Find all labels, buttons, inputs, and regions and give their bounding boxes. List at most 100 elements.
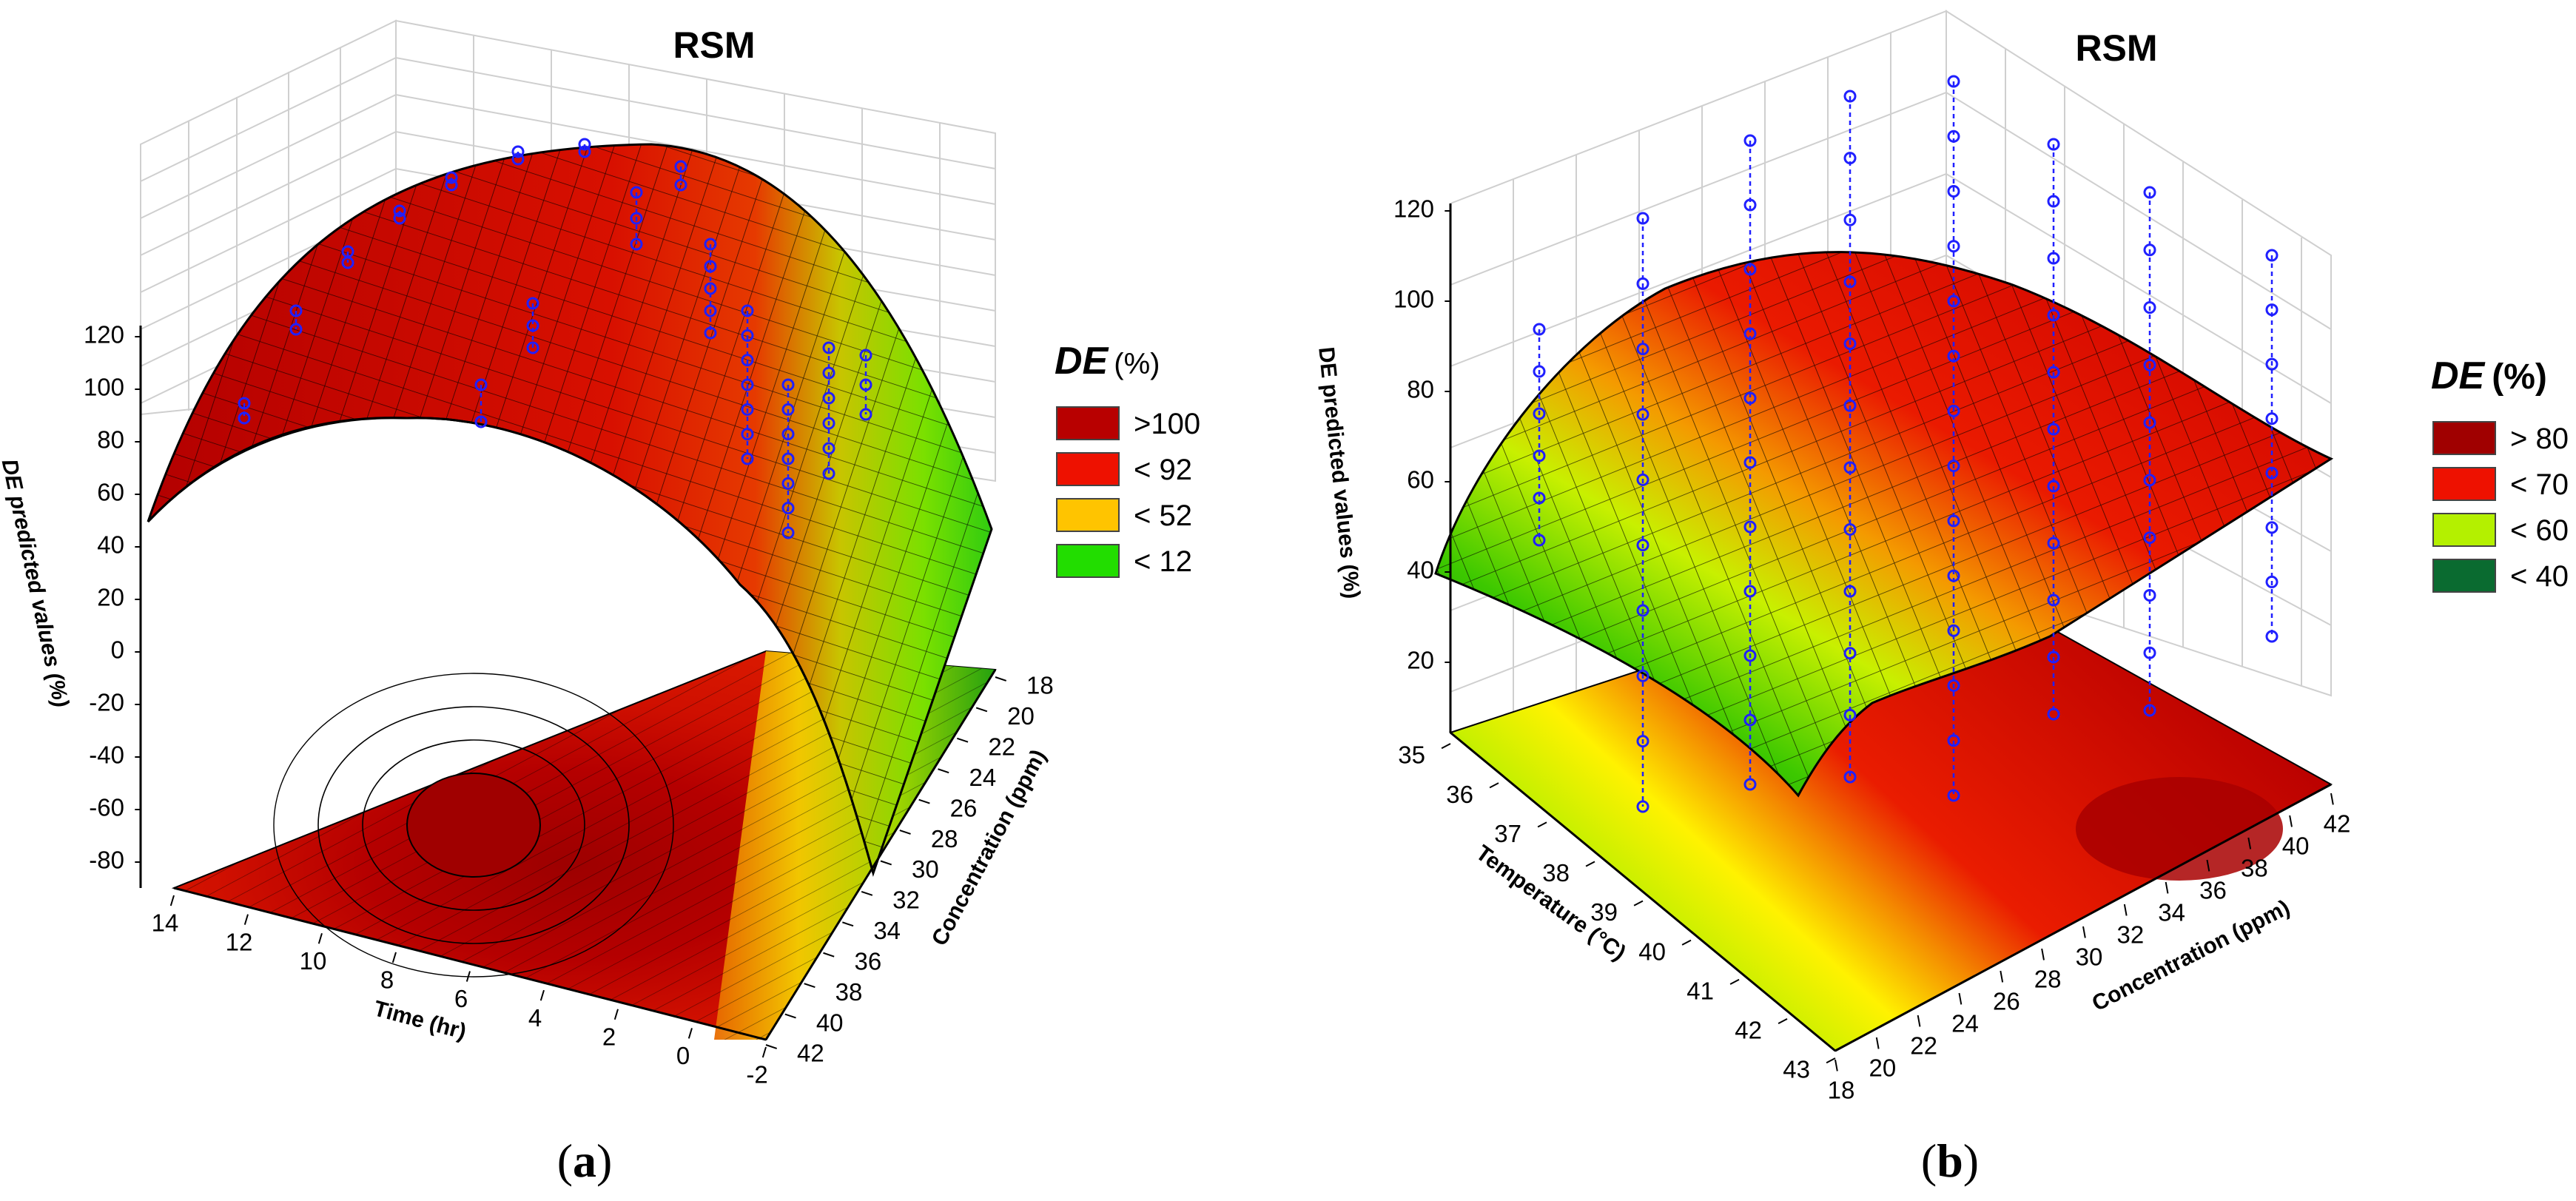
panel-b-y-tick-label: 30 xyxy=(2076,943,2103,971)
panel-a-surface xyxy=(147,143,993,878)
panel-b-y-tick-label: 38 xyxy=(2241,855,2268,882)
panel-b-observed-point xyxy=(2143,531,2156,545)
panel-b-y-tick-mark xyxy=(1958,992,1963,1005)
panel-b-observed-point xyxy=(1947,75,1960,88)
panel-a-floor-contour xyxy=(171,650,997,1041)
panel-a-observed-point xyxy=(859,349,872,362)
panel-b-observed-point xyxy=(1743,649,1757,662)
panel-b-observed-point xyxy=(2265,575,2279,588)
panel-b-observed-point xyxy=(2265,521,2279,534)
panel-b-x-tick-mark xyxy=(1585,861,1595,867)
panel-a-y-tick-mark xyxy=(957,737,969,743)
panel-a-y-ticks: 18 20 22 24 26 28 30 32 34 36 38 40 42 xyxy=(765,672,1054,1067)
panel-b-observed-point xyxy=(1743,134,1757,147)
panel-b-axes-frame xyxy=(1449,203,2332,1052)
panel-b-z-ticks: 120 100 80 60 40 20 xyxy=(1393,195,1450,674)
panel-a-observed-point xyxy=(822,341,835,354)
panel-b-observed-point xyxy=(1947,624,1960,637)
panel-b-observed-point xyxy=(1843,770,1857,784)
panel-a-y-tick-mark xyxy=(880,860,892,866)
panel-a-observed-point xyxy=(741,354,754,367)
panel-b-observed-point xyxy=(2047,650,2060,664)
panel-b-y-tick-label: 28 xyxy=(2034,966,2062,993)
panel-b-observed-point xyxy=(2143,301,2156,314)
panel-b-y-tick-mark xyxy=(2041,948,2045,961)
panel-b-legend-swatch xyxy=(2432,467,2496,501)
panel-a-observed-point xyxy=(704,326,717,340)
panel-a-observed-point xyxy=(526,297,539,310)
panel-b: RSM 120 100 80 60 40 20 35 36 37 38 39 40 41 42 43 xyxy=(1314,10,2569,1187)
panel-b-y-tick-label: 24 xyxy=(1951,1010,1979,1037)
panel-a-y-tick-mark xyxy=(899,830,911,835)
panel-a-legend-label: < 92 xyxy=(1134,454,1192,486)
panel-b-x-tick-mark xyxy=(1537,821,1547,828)
panel-b-observed-point xyxy=(1533,449,1546,462)
panel-a-observed-point xyxy=(474,378,488,391)
panel-a-y-tick-mark xyxy=(938,768,949,774)
panel-b-observed-point xyxy=(1843,647,1857,660)
panel-a-observed-point xyxy=(238,411,251,425)
panel-a-z-tick-label: -20 xyxy=(89,689,124,716)
panel-b-observed-point xyxy=(1636,539,1649,552)
panel-b-observed-point xyxy=(1947,184,1960,198)
panel-b-x-tick-label: 40 xyxy=(1638,938,1666,965)
panel-b-zlabel: DE predicted values (%) xyxy=(1314,346,1365,599)
panel-a-axes-frame xyxy=(139,326,997,1041)
panel-b-y-tick-label: 40 xyxy=(2282,832,2310,860)
panel-a-x-tick-label: 0 xyxy=(676,1042,690,1069)
panel-a-observed-point xyxy=(781,526,795,539)
panel-a-observed-point xyxy=(781,477,795,490)
panel-a-observed-point xyxy=(781,403,795,416)
panel-b-observed-point xyxy=(1843,275,1857,289)
panel-b-caption: (b) xyxy=(1921,1134,1979,1187)
panel-b-x-tick-label: 41 xyxy=(1686,977,1714,1004)
panel-b-y-tick-mark xyxy=(1835,1059,1838,1072)
panel-b-observed-point xyxy=(2047,252,2060,265)
panel-a-z-tick-label: -60 xyxy=(89,794,124,821)
panel-a-observed-point xyxy=(238,397,251,410)
panel-b-observed-point xyxy=(1743,778,1757,791)
panel-b-observed-point xyxy=(2047,195,2060,208)
panel-b-observed-point xyxy=(2143,186,2156,199)
panel-a-caption-letter: a xyxy=(573,1134,596,1187)
panel-a-legend-de: DE xyxy=(1055,340,1109,383)
panel-b-y-tick-mark xyxy=(2165,881,2169,894)
panel-b-observed-point xyxy=(2143,474,2156,487)
panel-a-observed-point xyxy=(341,256,354,269)
panel-a-y-tick-mark xyxy=(918,798,930,804)
panel-a-observed-point xyxy=(393,212,406,225)
panel-b-observed-point xyxy=(1743,391,1757,405)
panel-a-observed-point xyxy=(674,160,687,173)
panel-a-legend-swatch xyxy=(1056,452,1120,486)
panel-a-observed-point xyxy=(741,428,754,441)
panel-b-observed-point xyxy=(2265,303,2279,317)
panel-a-observed-point xyxy=(704,304,717,317)
panel-a-observed-point xyxy=(822,442,835,455)
panel-b-observed-point xyxy=(1843,522,1857,536)
panel-b-y-tick-label: 26 xyxy=(1993,988,2020,1015)
panel-b-z-tick-label: 100 xyxy=(1393,286,1434,313)
panel-a-zlabel: DE predicted values (%) xyxy=(0,457,73,709)
panel-a-observed-point xyxy=(781,502,795,515)
panel-b-observed-point xyxy=(1743,520,1757,534)
panel-a-y-tick-label: 20 xyxy=(1007,702,1035,730)
panel-a-y-tick-label: 34 xyxy=(873,917,901,944)
panel-a-observed-point xyxy=(630,186,643,199)
panel-b-observed-point xyxy=(1843,337,1857,351)
panel-b-observed-point xyxy=(1636,277,1649,290)
panel-b-observed-point xyxy=(2047,423,2060,436)
panel-b-x-tick-label: 39 xyxy=(1590,898,1618,926)
panel-b-observed-point xyxy=(1636,343,1649,356)
panel-a-observed-point xyxy=(393,204,406,218)
panel-a-observed-point xyxy=(704,282,717,295)
panel-a-observed-point xyxy=(781,378,795,391)
panel-b-y-tick-mark xyxy=(1917,1015,1921,1027)
panel-a-x-tick-mark xyxy=(761,1046,767,1058)
panel-a-y-tick-mark xyxy=(823,952,835,958)
panel-a-observed-point xyxy=(822,467,835,480)
panel-a-title: RSM xyxy=(673,24,755,66)
panel-b-observed-point xyxy=(2143,588,2156,602)
panel-b-observed-point xyxy=(1636,212,1649,225)
panel-b-y-tick-mark xyxy=(2247,837,2252,850)
panel-b-legend-label: < 70 xyxy=(2510,468,2569,501)
